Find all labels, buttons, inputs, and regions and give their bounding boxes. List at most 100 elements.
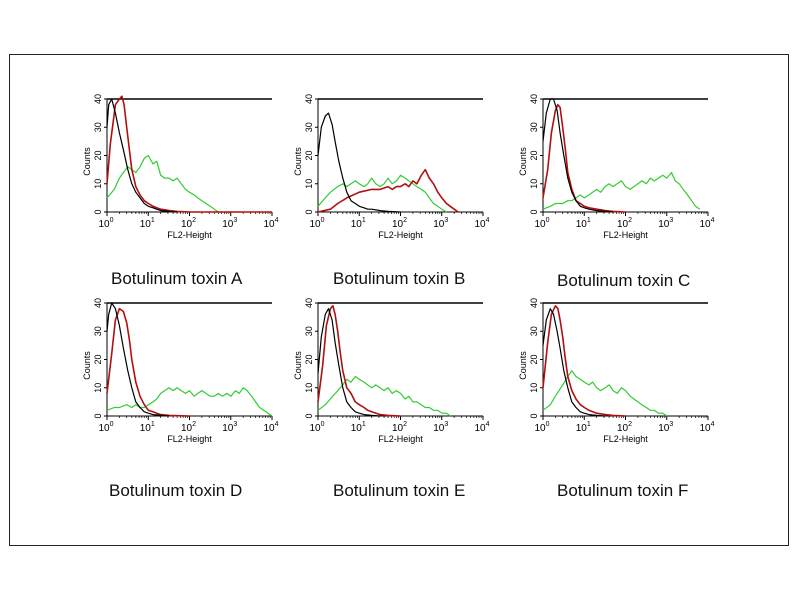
- y-axis-label: Counts: [82, 147, 92, 176]
- y-tick-label: 10: [93, 179, 103, 189]
- x-axis-label: FL2-Height: [603, 434, 648, 444]
- histogram-panel-d: 0 10 20 30 40 Counts 100 101 102 103 104 FL2-Height: [82, 295, 312, 455]
- series-line-green: [106, 387, 273, 417]
- panel-caption-c: Botulinum toxin C: [557, 271, 691, 290]
- y-tick-label: 30: [304, 326, 314, 336]
- panel-caption-e: Botulinum toxin E: [333, 481, 466, 500]
- x-tick-label: 102: [181, 217, 196, 230]
- histogram-panel-e: 0 10 20 30 40 Counts 100 101 102 103 104 FL2-Height: [293, 295, 523, 455]
- y-tick-label: 10: [304, 383, 314, 393]
- x-tick-label: 101: [576, 421, 591, 434]
- y-tick-label: 0: [93, 209, 103, 214]
- y-tick-label: 0: [93, 413, 103, 418]
- series-line-red: [317, 168, 459, 213]
- y-tick-label: 30: [529, 122, 539, 132]
- y-tick-label: 0: [529, 209, 539, 214]
- y-tick-label: 10: [93, 383, 103, 393]
- y-tick-label: 40: [93, 298, 103, 308]
- panel-caption-d: Botulinum toxin D: [109, 481, 243, 500]
- histogram-panel-c: 0 10 20 30 40 Counts 100 101 102 103 104 FL2-Height: [518, 91, 748, 251]
- y-tick-label: 30: [93, 122, 103, 132]
- y-tick-label: 20: [529, 354, 539, 364]
- x-tick-label: 103: [658, 421, 673, 434]
- panel-caption-f: Botulinum toxin F: [557, 481, 689, 500]
- y-tick-label: 10: [304, 179, 314, 189]
- x-tick-label: 100: [534, 421, 549, 434]
- x-tick-label: 101: [351, 217, 366, 230]
- x-axis-label: FL2-Height: [603, 230, 648, 240]
- x-tick-label: 103: [433, 217, 448, 230]
- series-line-black: [106, 98, 178, 213]
- x-tick-label: 104: [263, 421, 278, 434]
- series-line-red: [542, 305, 626, 417]
- y-tick-label: 20: [304, 150, 314, 160]
- x-tick-label: 102: [617, 421, 632, 434]
- series-line-black: [542, 308, 606, 417]
- series-line-green: [317, 375, 451, 417]
- y-tick-label: 20: [93, 354, 103, 364]
- x-tick-label: 104: [699, 217, 714, 230]
- y-tick-label: 30: [304, 122, 314, 132]
- series-line-red: [106, 95, 272, 213]
- x-tick-label: 100: [98, 217, 113, 230]
- x-tick-label: 100: [309, 421, 324, 434]
- x-tick-label: 101: [140, 217, 155, 230]
- y-tick-label: 10: [529, 383, 539, 393]
- y-tick-label: 20: [304, 354, 314, 364]
- y-tick-label: 30: [93, 326, 103, 336]
- series-line-black: [542, 98, 614, 213]
- series-line-red: [542, 103, 626, 213]
- x-tick-label: 101: [576, 217, 591, 230]
- histogram-chart-a: 0 10 20 30 40 Counts 100 101 102 103 104 FL2-Height: [82, 94, 279, 240]
- panel-caption-a: Botulinum toxin A: [111, 269, 243, 288]
- series-line-green: [106, 154, 219, 213]
- series-line-black: [317, 112, 401, 213]
- y-tick-label: 40: [304, 94, 314, 104]
- y-tick-label: 0: [304, 413, 314, 418]
- x-tick-label: 101: [351, 421, 366, 434]
- x-tick-label: 100: [309, 217, 324, 230]
- histogram-chart-f: 0 10 20 30 40 Counts 100 101 102 103 104 FL2-Height: [518, 298, 715, 444]
- histogram-chart-c: 0 10 20 30 40 Counts 100 101 102 103 104 FL2-Height: [518, 94, 715, 240]
- histogram-panel-b: 0 10 20 30 40 Counts 100 101 102 103 104 FL2-Height: [293, 91, 523, 251]
- x-tick-label: 103: [222, 217, 237, 230]
- series-line-green: [317, 174, 447, 213]
- y-axis-label: Counts: [82, 351, 92, 380]
- histogram-chart-d: 0 10 20 30 40 Counts 100 101 102 103 104 FL2-Height: [82, 298, 279, 444]
- histogram-chart-e: 0 10 20 30 40 Counts 100 101 102 103 104 FL2-Height: [293, 298, 490, 444]
- y-axis-label: Counts: [518, 351, 528, 380]
- x-tick-label: 100: [98, 421, 113, 434]
- x-tick-label: 103: [658, 217, 673, 230]
- y-tick-label: 0: [304, 209, 314, 214]
- series-line-black: [106, 302, 170, 417]
- x-tick-label: 104: [699, 421, 714, 434]
- y-tick-label: 40: [304, 298, 314, 308]
- x-axis-label: FL2-Height: [167, 434, 212, 444]
- y-axis-label: Counts: [293, 147, 303, 176]
- histogram-chart-b: 0 10 20 30 40 Counts 100 101 102 103 104 FL2-Height: [293, 94, 490, 240]
- x-tick-label: 103: [222, 421, 237, 434]
- x-tick-label: 104: [474, 421, 489, 434]
- y-tick-label: 30: [529, 326, 539, 336]
- y-axis-label: Counts: [293, 351, 303, 380]
- series-line-green: [542, 370, 668, 417]
- histogram-panel-f: 0 10 20 30 40 Counts 100 101 102 103 104 FL2-Height: [518, 295, 748, 455]
- y-tick-label: 40: [93, 94, 103, 104]
- x-axis-label: FL2-Height: [378, 434, 423, 444]
- y-tick-label: 40: [529, 94, 539, 104]
- y-tick-label: 20: [529, 150, 539, 160]
- y-tick-label: 20: [93, 150, 103, 160]
- x-tick-label: 102: [617, 217, 632, 230]
- figure-frame: 0 10 20 30 40 Counts 100 101 102 103 104 FL2-Height…: [9, 54, 789, 546]
- y-tick-label: 40: [529, 298, 539, 308]
- x-tick-label: 104: [263, 217, 278, 230]
- series-line-red: [106, 307, 190, 417]
- y-tick-label: 10: [529, 179, 539, 189]
- x-axis-label: FL2-Height: [378, 230, 423, 240]
- x-tick-label: 102: [392, 421, 407, 434]
- x-tick-label: 103: [433, 421, 448, 434]
- y-axis-label: Counts: [518, 147, 528, 176]
- histogram-panel-a: 0 10 20 30 40 Counts 100 101 102 103 104 FL2-Height: [82, 91, 312, 251]
- x-tick-label: 102: [181, 421, 196, 434]
- series-line-black: [317, 308, 381, 417]
